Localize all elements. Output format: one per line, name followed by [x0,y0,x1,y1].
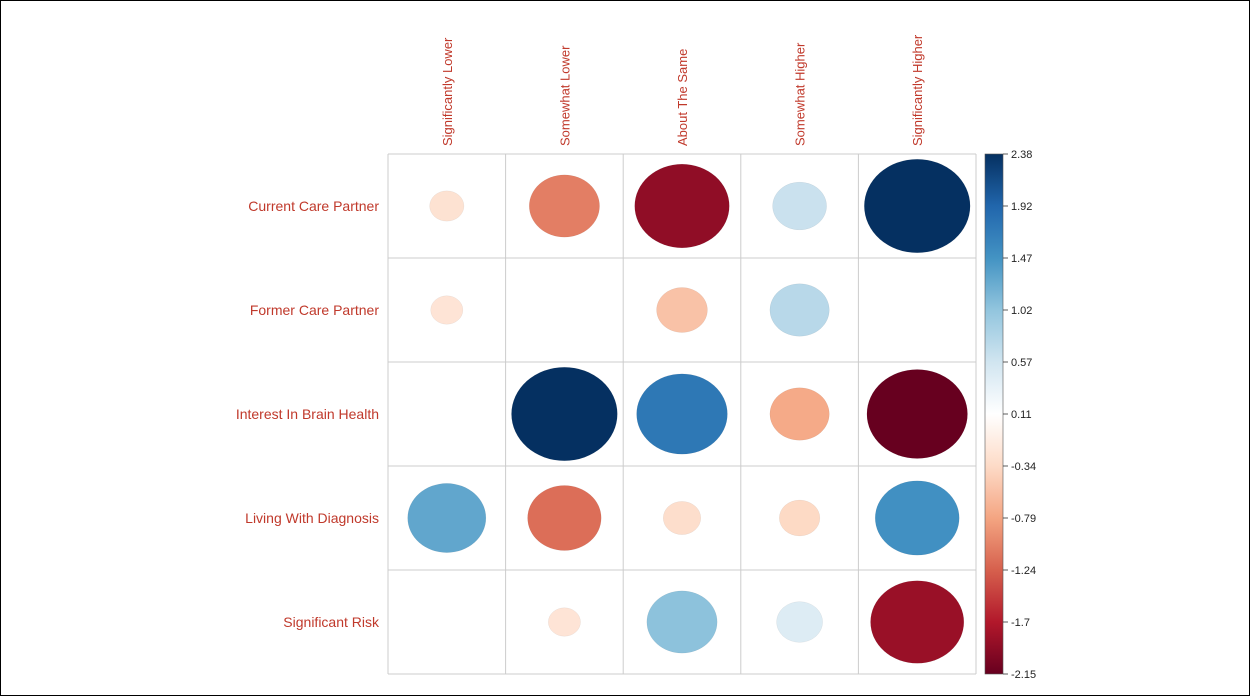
colorbar-tick-label: 0.11 [1011,409,1032,421]
row-label: Significant Risk [283,614,380,630]
row-label: Former Care Partner [250,302,379,318]
correlation-circle [430,295,464,325]
colorbar-tick-label: -1.7 [1011,617,1030,629]
correlation-circle [769,283,830,337]
colorbar-tick-label: 2.38 [1011,149,1032,161]
row-label: Living With Diagnosis [245,510,379,526]
correlation-circle [527,485,602,551]
correlation-circle [634,163,730,249]
column-label: Somewhat Higher [793,42,808,146]
column-label: Somewhat Lower [557,45,572,146]
correlation-circle [511,366,618,462]
correlation-circle [874,480,960,556]
correlation-circle [772,181,827,231]
colorbar-tick-label: 0.57 [1011,357,1032,369]
correlation-circle [548,607,581,637]
colorbar [984,153,1004,675]
correlation-circle [407,483,487,553]
correlation-circle [529,174,600,238]
correlation-circle [429,190,465,222]
colorbar-tick-label: -0.79 [1011,513,1036,525]
colorbar-tick-label: 1.92 [1011,201,1032,213]
correlation-circle [662,501,702,535]
colorbar-tick-label: -0.34 [1011,461,1036,473]
correlation-circle [864,158,971,254]
correlation-circle [646,590,718,654]
column-label: About The Same [675,49,690,146]
colorbar-tick-label: 1.02 [1011,305,1032,317]
colorbar-tick-label: -2.15 [1011,669,1036,681]
correlation-circle [779,499,821,537]
correlation-circle [870,580,965,664]
colorbar-tick-label: 1.47 [1011,253,1032,265]
correlation-circle [776,601,823,643]
correlation-circle [636,373,728,455]
correlation-circle [866,369,968,459]
row-label: Interest In Brain Health [236,406,379,422]
correlation-circle [769,387,830,441]
correlation-circle [656,287,708,333]
row-label: Current Care Partner [248,198,379,214]
column-label: Significantly Higher [910,34,925,146]
column-label: Significantly Lower [440,37,455,146]
colorbar-tick-label: -1.24 [1011,565,1036,577]
